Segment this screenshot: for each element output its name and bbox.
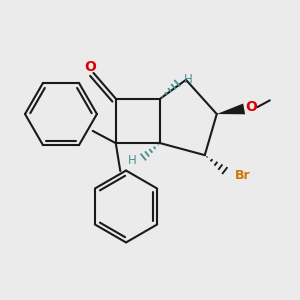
- Text: H: H: [184, 73, 193, 86]
- Text: O: O: [84, 60, 96, 74]
- Text: Br: Br: [235, 169, 250, 182]
- Text: H: H: [128, 154, 136, 167]
- Polygon shape: [217, 103, 245, 114]
- Text: O: O: [245, 100, 257, 114]
